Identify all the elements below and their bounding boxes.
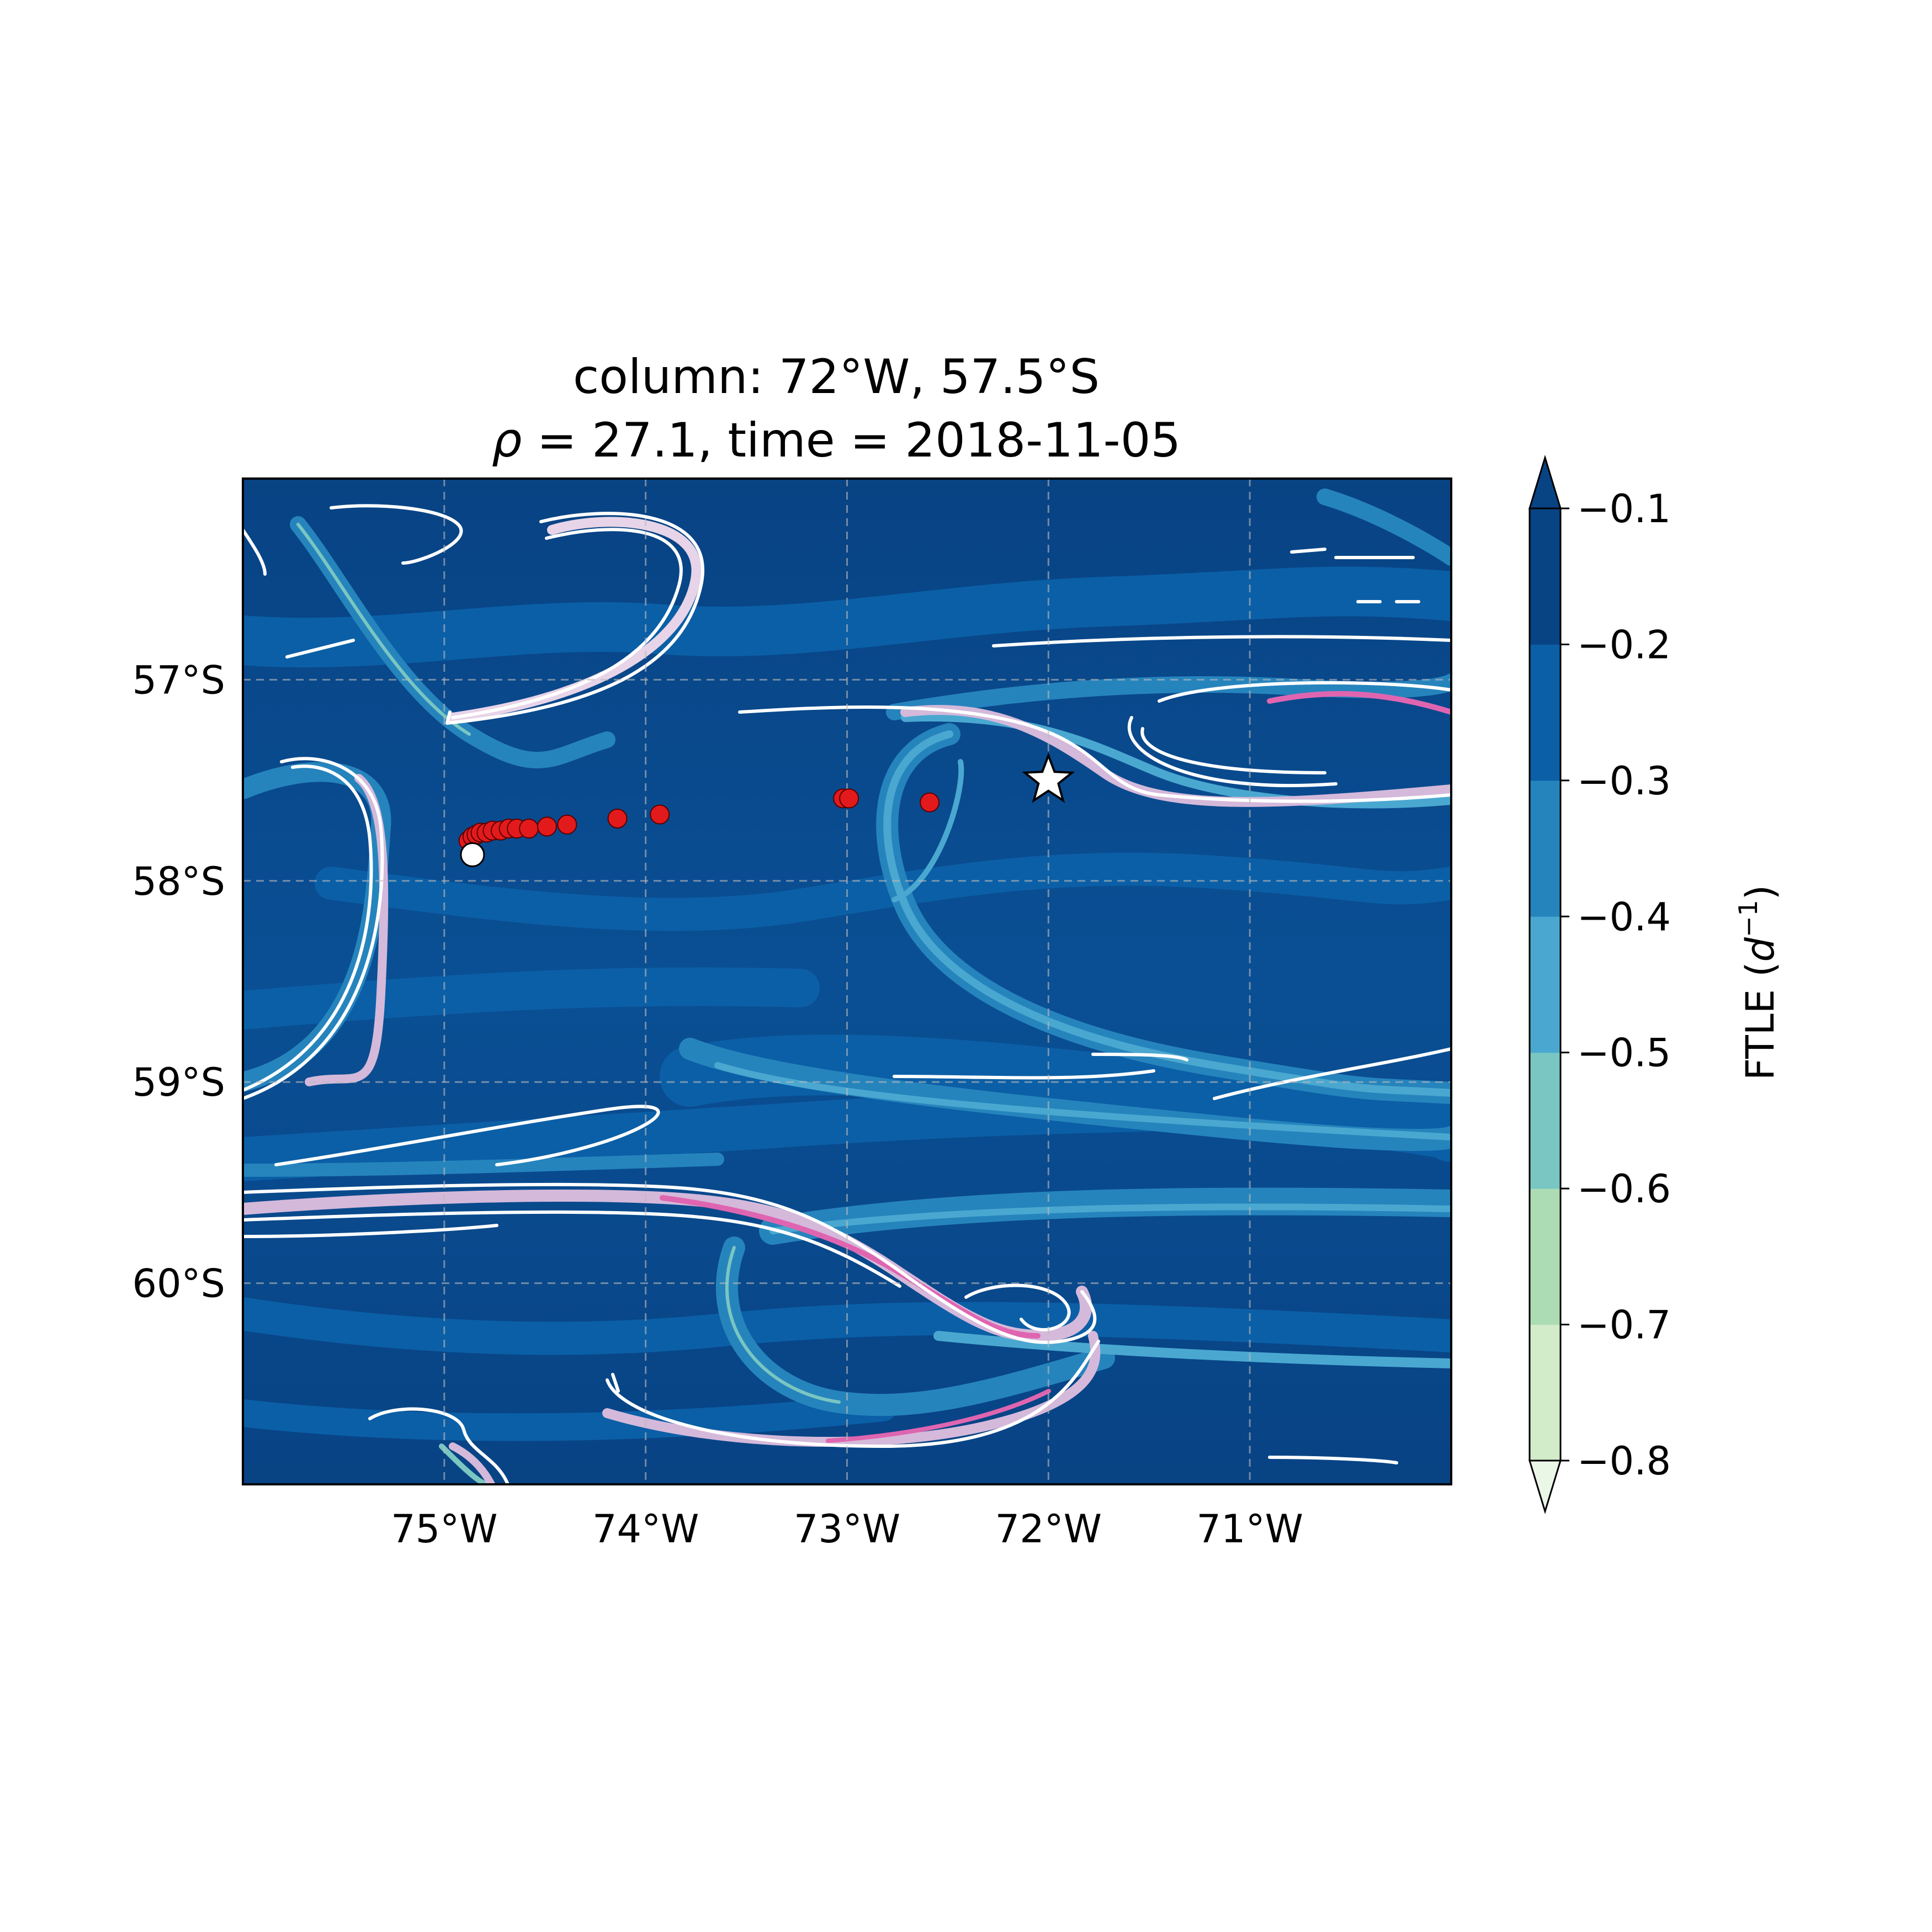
colorbar-extend-bottom — [1528, 1459, 1562, 1515]
markers — [460, 752, 1075, 867]
x-tick-label: 73°W — [794, 1506, 900, 1552]
x-tick-label: 71°W — [1197, 1506, 1303, 1552]
cbar-label-exp: −1 — [1733, 900, 1763, 937]
cbar-label-close: ) — [1738, 885, 1783, 900]
title-line2-rest: = 27.1, time = 2018-11-05 — [522, 413, 1181, 468]
colorbar-segment — [1530, 1052, 1561, 1189]
trajectory-point — [557, 814, 577, 835]
y-tick-label: 58°S — [132, 859, 225, 904]
y-tick-label: 59°S — [132, 1060, 225, 1105]
gridlines — [243, 479, 1451, 1484]
colorbar-label: FTLE (d−1) — [1733, 885, 1783, 1080]
y-tick-labels: 57°S 58°S 59°S 60°S — [132, 657, 225, 1306]
colorbar-tick-label: −0.8 — [1577, 1439, 1671, 1484]
colorbar-tick-label: −0.6 — [1577, 1166, 1671, 1212]
colorbar-tick-label: −0.2 — [1577, 622, 1671, 667]
ftle-contours — [243, 504, 1451, 1484]
colorbar-segment — [1530, 644, 1561, 781]
colorbar-tick-label: −0.4 — [1577, 894, 1671, 940]
colorbar-segment — [1530, 508, 1561, 645]
x-tick-labels: 75°W 74°W 73°W 72°W 71°W — [391, 1506, 1303, 1552]
axes-frame — [242, 477, 1452, 1485]
x-tick-label: 72°W — [995, 1506, 1102, 1552]
colorbar-tick-label: −0.3 — [1577, 758, 1671, 804]
cbar-label-main: FTLE ( — [1738, 962, 1783, 1080]
column-location-star — [1022, 752, 1075, 803]
colorbar-frame — [1528, 507, 1562, 1462]
colorbar-segment — [1530, 916, 1561, 1053]
colorbar-segment — [1530, 1188, 1561, 1325]
x-tick-label: 74°W — [592, 1506, 699, 1552]
trajectory-point — [839, 788, 859, 809]
chart-title-line1: column: 72°W, 57.5°S — [573, 349, 1100, 405]
colorbar: −0.8 −0.7 −0.6 −0.5 −0.4 −0.3 −0.2 −0.1 — [1528, 454, 1671, 1515]
ftle-field — [243, 479, 1451, 1484]
colorbar-tick-label: −0.7 — [1577, 1303, 1671, 1348]
trajectory — [458, 788, 940, 851]
colorbar-extend-top — [1528, 454, 1562, 509]
colorbar-segment — [1530, 1324, 1561, 1461]
x-tick-label: 75°W — [391, 1506, 497, 1552]
colorbar-segment — [1530, 780, 1561, 917]
title-rho-symbol: ρ — [492, 413, 522, 468]
trajectory-point — [920, 792, 940, 813]
y-tick-label: 60°S — [132, 1261, 225, 1307]
trajectory-point — [537, 816, 557, 837]
colorbar-tick-label: −0.1 — [1577, 486, 1671, 532]
trajectory-point — [519, 819, 539, 839]
chart-title-line2: ρ = 27.1, time = 2018-11-05 — [492, 413, 1181, 468]
trajectory-point — [650, 804, 670, 825]
trajectory-start-point — [460, 842, 485, 867]
colorbar-tick-label: −0.5 — [1577, 1031, 1671, 1076]
y-tick-label: 57°S — [132, 657, 225, 703]
cbar-label-var: d — [1738, 937, 1783, 962]
trajectory-point — [607, 808, 628, 829]
